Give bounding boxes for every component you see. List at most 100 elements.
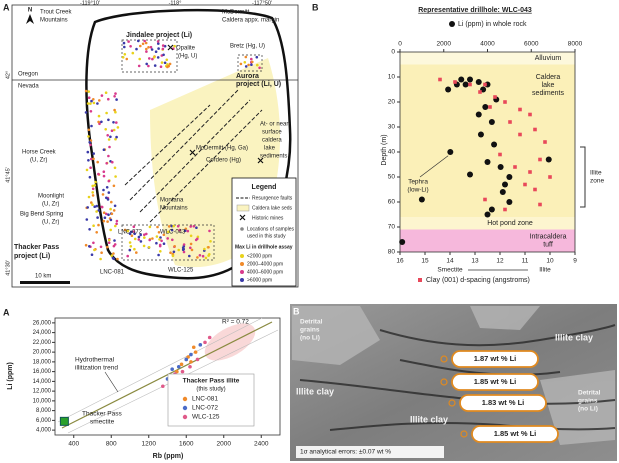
map-label: At- or near- [260, 122, 290, 128]
map-label: Mountains [40, 18, 68, 24]
x2-tick-label: 14 [446, 258, 454, 265]
sample-site [201, 254, 205, 258]
y-tick-label: 26,000 [33, 320, 52, 326]
panel-label: B [293, 306, 300, 316]
sample-site [107, 97, 110, 101]
y-tick-label: 20 [388, 99, 396, 106]
sample-site [145, 232, 148, 236]
sample-site [147, 46, 150, 49]
sample-site [161, 47, 165, 51]
sample-site [92, 101, 96, 105]
map-label: McDermitt [222, 10, 250, 16]
sample-site [85, 218, 89, 221]
map-label: caldera [262, 138, 282, 144]
sample-site [92, 157, 95, 161]
illite-zone-bracket [580, 146, 586, 208]
map-label: (U, Zr) [30, 158, 47, 164]
sample-site [171, 238, 174, 242]
li-point [488, 119, 495, 125]
sem-label: (no Li) [578, 406, 598, 413]
sample-site [160, 61, 164, 64]
sample-sites [84, 39, 261, 261]
sample-site [258, 66, 261, 70]
legend-li-marker [240, 270, 244, 274]
sample-site [98, 99, 101, 102]
callout-label: 1.83 wt % Li [482, 398, 525, 407]
legend-title: (this study) [196, 387, 225, 393]
clay-point [503, 100, 507, 104]
sample-site [89, 166, 92, 169]
map-label: Nevada [18, 84, 39, 90]
sample-site [133, 247, 136, 251]
sample-site [96, 102, 99, 105]
sample-site [161, 44, 165, 47]
illite-point [175, 369, 179, 374]
clay-point [498, 152, 502, 157]
sample-site [182, 243, 186, 246]
sample-site [156, 225, 159, 229]
sample-site [148, 225, 152, 229]
sample-site [87, 195, 91, 199]
sample-site [170, 228, 174, 232]
sample-site [239, 62, 243, 66]
sample-site [92, 241, 95, 245]
sample-site [190, 248, 194, 252]
sample-site [207, 246, 210, 249]
note-box [296, 446, 444, 458]
r2-label: R² = 0.72 [222, 319, 249, 326]
sample-site [85, 168, 89, 172]
trend-label: Hydrothermal [75, 357, 115, 364]
sample-site [90, 201, 93, 204]
legend-label: Historic mines [252, 215, 284, 221]
legend-label: Caldera lake seds [252, 205, 293, 211]
clay-point [488, 105, 492, 109]
map-label: LNC-072 [118, 230, 143, 236]
sample-site [157, 47, 160, 50]
sample-site [172, 250, 176, 254]
sample-site [139, 240, 143, 243]
sample-site [99, 245, 103, 249]
sample-site [143, 236, 146, 239]
chart-title: Representative drillhole: WLC-043 [418, 7, 532, 14]
sample-site [84, 243, 88, 247]
legend-box [167, 373, 255, 427]
sample-site [250, 57, 253, 61]
x2-end-label: Illite [539, 267, 551, 274]
sample-site [196, 237, 199, 241]
illite-point [203, 340, 207, 345]
smectite-label: smectite [90, 419, 115, 426]
map-label: Horse Creek [22, 150, 57, 156]
sample-site [243, 61, 247, 64]
sample-site [107, 179, 111, 183]
sample-site [91, 191, 94, 194]
trend-line [61, 321, 273, 429]
clay-point [543, 140, 547, 144]
y-tick-label: 0 [391, 49, 395, 56]
sample-site [102, 219, 106, 223]
sample-site [100, 251, 103, 254]
x-tick-label: 800 [106, 441, 117, 448]
sample-site [86, 150, 90, 154]
y-tick-label: 12,000 [33, 389, 52, 395]
sample-site [97, 114, 101, 118]
illite-point [184, 357, 189, 362]
y-tick-label: 50 [388, 174, 396, 181]
sem-label: Illite clay [296, 386, 334, 396]
lat-label: 41°45' [5, 167, 11, 183]
legend-label: 4000–6000 ppm [247, 269, 283, 275]
sample-site [137, 64, 141, 68]
li-point [482, 104, 489, 110]
sample-site [112, 209, 116, 212]
sample-site [145, 62, 148, 66]
li-point [545, 156, 552, 163]
sem-label: Illite clay [555, 332, 593, 342]
sample-site [160, 239, 163, 243]
sample-site [139, 233, 142, 237]
sample-site [107, 118, 110, 122]
sample-site [121, 56, 125, 59]
sample-site [87, 159, 90, 162]
li-point [506, 174, 513, 180]
sample-site [109, 228, 112, 232]
li-point [462, 81, 469, 88]
sample-site [107, 154, 110, 158]
